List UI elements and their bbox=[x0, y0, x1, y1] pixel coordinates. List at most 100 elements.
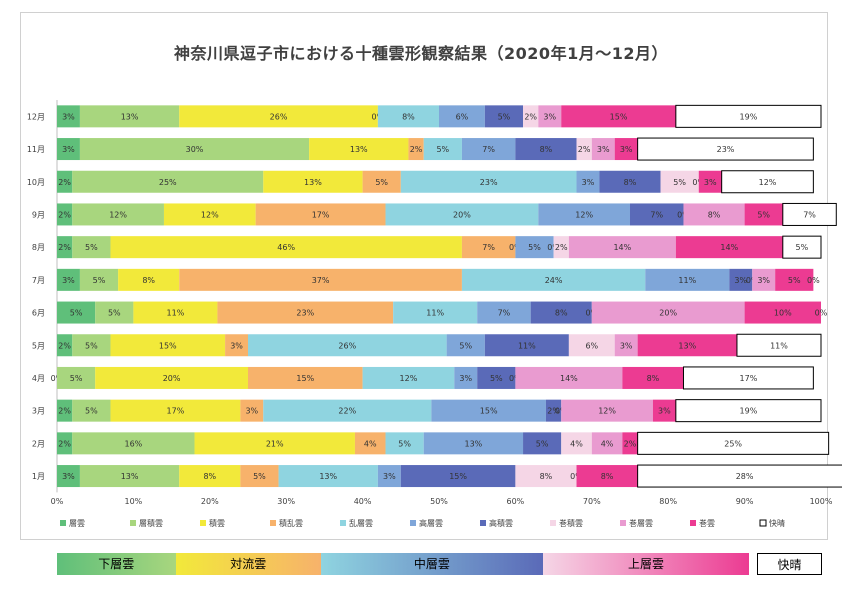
bar-segment bbox=[57, 432, 73, 455]
bar-segment bbox=[515, 465, 577, 488]
x-tick-label: 60% bbox=[507, 497, 525, 506]
bar-segment bbox=[354, 432, 386, 455]
bar-segment bbox=[622, 432, 638, 455]
data-label: 2% bbox=[524, 112, 537, 121]
bar-segment bbox=[675, 399, 822, 423]
data-label: 14% bbox=[613, 243, 631, 252]
bar-segment bbox=[637, 464, 842, 488]
data-label: 15% bbox=[480, 407, 498, 416]
data-label: 3% bbox=[62, 112, 75, 121]
legend-entry: 層積雲 bbox=[139, 518, 163, 528]
data-label: 5% bbox=[459, 341, 472, 350]
data-label: 28% bbox=[736, 472, 754, 481]
data-label: 10% bbox=[774, 309, 792, 318]
bar-segment bbox=[461, 268, 646, 291]
bar-segment bbox=[515, 138, 577, 161]
bar-segment bbox=[545, 399, 562, 422]
data-label: 8% bbox=[555, 309, 568, 318]
legend-swatch bbox=[200, 520, 206, 526]
data-label: 7% bbox=[498, 309, 511, 318]
data-label: 13% bbox=[350, 145, 368, 154]
x-tick-label: 20% bbox=[201, 497, 219, 506]
data-label: 8% bbox=[540, 472, 553, 481]
bar-segment bbox=[57, 334, 73, 357]
data-label: 5% bbox=[498, 112, 511, 121]
bar-segment bbox=[454, 366, 478, 389]
bar-segment bbox=[523, 432, 562, 455]
bar-segment bbox=[377, 465, 401, 488]
category-label: 6月 bbox=[32, 309, 45, 318]
chart-title: 神奈川県逗子市における十種雲形観察結果（2020年1月～12月） bbox=[174, 44, 668, 63]
legend-swatch bbox=[60, 520, 66, 526]
bar-segment bbox=[515, 366, 623, 389]
bar-segment bbox=[57, 465, 80, 488]
bar-segment bbox=[553, 236, 569, 259]
bar-segment bbox=[179, 465, 241, 488]
data-label: 15% bbox=[449, 472, 467, 481]
category-label: 9月 bbox=[32, 210, 45, 219]
data-label: 3% bbox=[459, 374, 472, 383]
bar-segment bbox=[194, 432, 355, 455]
bar-segment bbox=[79, 268, 119, 291]
data-label: 20% bbox=[659, 309, 677, 318]
bar-segment bbox=[637, 431, 830, 455]
bar-segment bbox=[110, 399, 241, 422]
bar-segment bbox=[682, 366, 814, 390]
data-label: 11% bbox=[678, 276, 696, 285]
data-label: 2% bbox=[547, 407, 560, 416]
data-label: 5% bbox=[93, 276, 106, 285]
bar-segment bbox=[72, 236, 111, 259]
data-label: 17% bbox=[740, 374, 758, 383]
data-label: 13% bbox=[678, 341, 696, 350]
bar-segment bbox=[744, 203, 783, 226]
bar-segment bbox=[599, 170, 661, 193]
bar-segment bbox=[72, 432, 195, 455]
data-label: 19% bbox=[740, 112, 758, 121]
bar-segment bbox=[561, 399, 653, 422]
bar-segment bbox=[477, 301, 531, 324]
category-label: 8月 bbox=[32, 243, 45, 252]
data-label: 2% bbox=[410, 145, 423, 154]
bar-segment bbox=[652, 399, 676, 422]
data-label: 2% bbox=[58, 407, 71, 416]
bar-segment bbox=[57, 366, 96, 389]
x-tick-label: 70% bbox=[583, 497, 601, 506]
bar-segment bbox=[179, 105, 378, 128]
data-label: 3% bbox=[62, 145, 75, 154]
category-label: 2月 bbox=[32, 439, 45, 448]
data-label: 3% bbox=[704, 178, 717, 187]
bar-segment bbox=[439, 105, 485, 128]
category-label: 3月 bbox=[32, 407, 45, 416]
bar-segment bbox=[461, 138, 516, 161]
bar-segment bbox=[118, 268, 180, 291]
data-label: 3% bbox=[62, 472, 75, 481]
cloud-group-box: 中層雲 bbox=[320, 553, 543, 575]
data-label: 8% bbox=[142, 276, 155, 285]
data-label: 3% bbox=[383, 472, 396, 481]
bar-segment bbox=[523, 105, 539, 128]
data-label: 2% bbox=[58, 210, 71, 219]
category-label: 10月 bbox=[27, 178, 45, 187]
bar-segment bbox=[255, 203, 386, 226]
bar-segment bbox=[561, 105, 676, 128]
legend-swatch bbox=[340, 520, 346, 526]
bar-segment bbox=[736, 333, 822, 357]
data-label: 21% bbox=[266, 439, 284, 448]
data-label: 12% bbox=[201, 210, 219, 219]
bar-segment bbox=[461, 236, 516, 259]
data-label: 11% bbox=[426, 309, 444, 318]
bar-segment bbox=[423, 432, 524, 455]
bar-segment bbox=[110, 334, 226, 357]
data-label: 3% bbox=[62, 276, 75, 285]
legend-entry: 層雲 bbox=[69, 519, 85, 528]
bar-segment bbox=[110, 236, 462, 259]
data-label: 2% bbox=[58, 439, 71, 448]
bar-segment bbox=[133, 301, 218, 324]
bar-segment bbox=[698, 170, 722, 193]
data-label: 12% bbox=[575, 210, 593, 219]
bar-segment bbox=[57, 301, 96, 324]
bar-segment bbox=[660, 170, 699, 193]
data-label: 12% bbox=[759, 178, 777, 187]
data-label: 5% bbox=[85, 243, 98, 252]
bar-segment bbox=[79, 138, 310, 161]
